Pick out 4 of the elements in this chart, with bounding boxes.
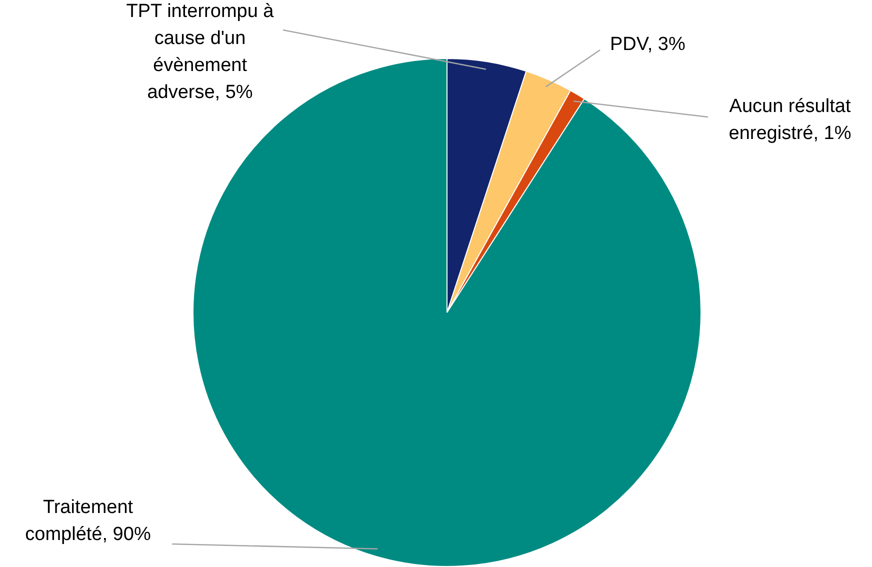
slice-label: TPT interrompu à cause d'un évènement adverse, 5% (126, 1, 274, 104)
slice-label: Aucun résultat enregistré, 1% (728, 96, 852, 144)
slice-label: PDV, 3% (610, 34, 686, 56)
slice-label: Traitement complété, 90% (25, 497, 151, 546)
